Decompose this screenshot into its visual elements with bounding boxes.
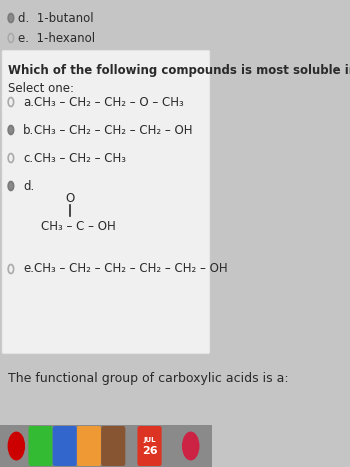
Text: 26: 26 (142, 446, 158, 456)
FancyBboxPatch shape (28, 426, 52, 466)
Text: e.: e. (23, 262, 34, 276)
FancyBboxPatch shape (0, 0, 212, 52)
Text: b.: b. (23, 123, 34, 136)
FancyBboxPatch shape (138, 426, 162, 466)
Text: CH₃ – CH₂ – CH₂ – O – CH₃: CH₃ – CH₂ – CH₂ – O – CH₃ (34, 95, 184, 108)
Text: The functional group of carboxylic acids is a:: The functional group of carboxylic acids… (8, 372, 289, 385)
Circle shape (8, 14, 14, 22)
FancyBboxPatch shape (101, 426, 125, 466)
Circle shape (182, 432, 199, 460)
Text: d.: d. (23, 179, 34, 192)
Text: Which of the following compounds is most soluble in water?: Which of the following compounds is most… (8, 64, 350, 77)
Text: CH₃ – CH₂ – CH₂ – CH₂ – OH: CH₃ – CH₂ – CH₂ – CH₂ – OH (34, 123, 192, 136)
Text: JUL: JUL (143, 437, 156, 443)
Text: c.: c. (23, 151, 33, 164)
Text: Select one:: Select one: (8, 82, 75, 95)
Circle shape (8, 182, 14, 191)
FancyBboxPatch shape (77, 426, 101, 466)
Text: d.  1-butanol: d. 1-butanol (18, 12, 94, 24)
Text: e.  1-hexanol: e. 1-hexanol (18, 31, 95, 44)
Text: CH₃ – CH₂ – CH₃: CH₃ – CH₂ – CH₃ (34, 151, 126, 164)
FancyBboxPatch shape (0, 347, 212, 425)
FancyBboxPatch shape (0, 425, 212, 467)
Circle shape (8, 126, 14, 134)
Text: a.: a. (23, 95, 34, 108)
Text: CH₃ – CH₂ – CH₂ – CH₂ – CH₂ – OH: CH₃ – CH₂ – CH₂ – CH₂ – CH₂ – OH (34, 262, 228, 276)
Text: CH₃ – C – OH: CH₃ – C – OH (41, 219, 116, 233)
FancyBboxPatch shape (2, 50, 210, 354)
FancyBboxPatch shape (52, 426, 77, 466)
Circle shape (8, 432, 25, 460)
Text: O: O (65, 191, 74, 205)
